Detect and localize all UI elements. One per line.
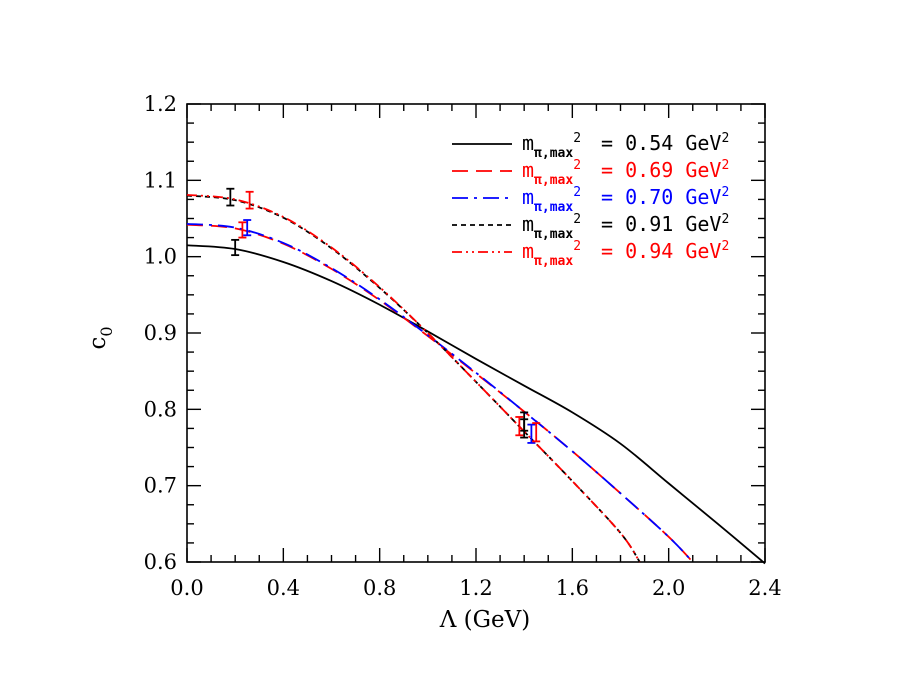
series-line-5 — [186, 193, 641, 563]
x-tick-label: 2.0 — [652, 576, 685, 600]
legend-symbol: m — [522, 158, 534, 182]
y-axis-title: c0 — [85, 326, 116, 349]
legend-symbol: m — [522, 212, 534, 236]
x-tick-label: 2.4 — [748, 576, 781, 600]
legend-subscript: π,max — [534, 173, 573, 188]
legend-subscript: π,max — [534, 146, 573, 161]
legend-entry-3: mπ,max2 = 0.70 GeV2 — [522, 185, 729, 215]
legend-value: = 0.70 GeV — [589, 185, 721, 209]
legend-superscript: 2 — [573, 131, 581, 146]
legend-value: = 0.94 GeV — [589, 239, 721, 263]
error-bar-4-1 — [226, 187, 235, 207]
legend-value: = 0.91 GeV — [589, 212, 721, 236]
x-tick-label: 0.8 — [363, 576, 396, 600]
error-bar-4-2 — [520, 418, 529, 439]
y-tick-label: 0.6 — [144, 550, 177, 574]
error-bar-2-2 — [515, 416, 524, 437]
y-tick-label: 1.1 — [144, 168, 177, 192]
legend-unit-superscript: 2 — [721, 131, 729, 146]
legend-subscript: π,max — [534, 200, 573, 215]
legend-unit-superscript: 2 — [721, 239, 729, 254]
error-bar-3-1 — [243, 219, 252, 237]
x-tick-label: 0.4 — [267, 576, 300, 600]
y-axis-title-main: c — [85, 337, 111, 350]
error-bar-5-2 — [532, 422, 541, 443]
series-line-1 — [186, 244, 766, 565]
y-axis-title-sub: 0 — [97, 326, 116, 336]
error-bar-3-2 — [527, 423, 536, 444]
series-line-2 — [186, 223, 694, 563]
y-tick-label: 1.2 — [144, 92, 177, 116]
legend-unit-superscript: 2 — [721, 158, 729, 173]
legend-unit-superscript: 2 — [721, 185, 729, 200]
legend-symbol: m — [522, 239, 534, 263]
legend-unit-superscript: 2 — [721, 212, 729, 227]
y-tick-label: 1.0 — [144, 245, 177, 269]
legend-entry-2: mπ,max2 = 0.69 GeV2 — [522, 158, 729, 188]
legend-subscript: π,max — [534, 227, 573, 242]
legend-superscript: 2 — [573, 239, 581, 254]
y-tick-label: 0.7 — [144, 474, 177, 498]
series-line-4 — [186, 194, 641, 563]
error-bars — [226, 187, 541, 444]
legend-value: = 0.54 GeV — [589, 131, 721, 155]
x-tick-label: 0.0 — [170, 576, 203, 600]
legend-entry-5: mπ,max2 = 0.94 GeV2 — [522, 239, 729, 269]
legend-superscript: 2 — [573, 185, 581, 200]
error-bar-5-1 — [245, 190, 254, 210]
legend-superscript: 2 — [573, 158, 581, 173]
legend-entry-4: mπ,max2 = 0.91 GeV2 — [522, 212, 729, 242]
error-bar-2-1 — [238, 221, 247, 239]
series-line-3 — [186, 222, 694, 563]
y-tick-label: 0.8 — [144, 397, 177, 421]
series-lines — [186, 193, 766, 565]
legend-symbol: m — [522, 131, 534, 155]
x-tick-label: 1.2 — [459, 576, 492, 600]
y-tick-label: 0.9 — [144, 321, 177, 345]
x-tick-label: 1.6 — [556, 576, 589, 600]
legend-symbol: m — [522, 185, 534, 209]
legend-subscript: π,max — [534, 254, 573, 269]
legend-value: = 0.69 GeV — [589, 158, 721, 182]
error-bar-1-1 — [231, 238, 240, 257]
legend-entry-1: mπ,max2 = 0.54 GeV2 — [522, 131, 729, 161]
axis-ticks: 0.0 0.4 0.8 1.2 1.6 2.0 2.4 0.6 0.7 0.8 0.9 1.0 1.1 1… — [144, 92, 782, 600]
legend-superscript: 2 — [573, 212, 581, 227]
x-axis-title: Λ (GeV) — [439, 607, 530, 633]
